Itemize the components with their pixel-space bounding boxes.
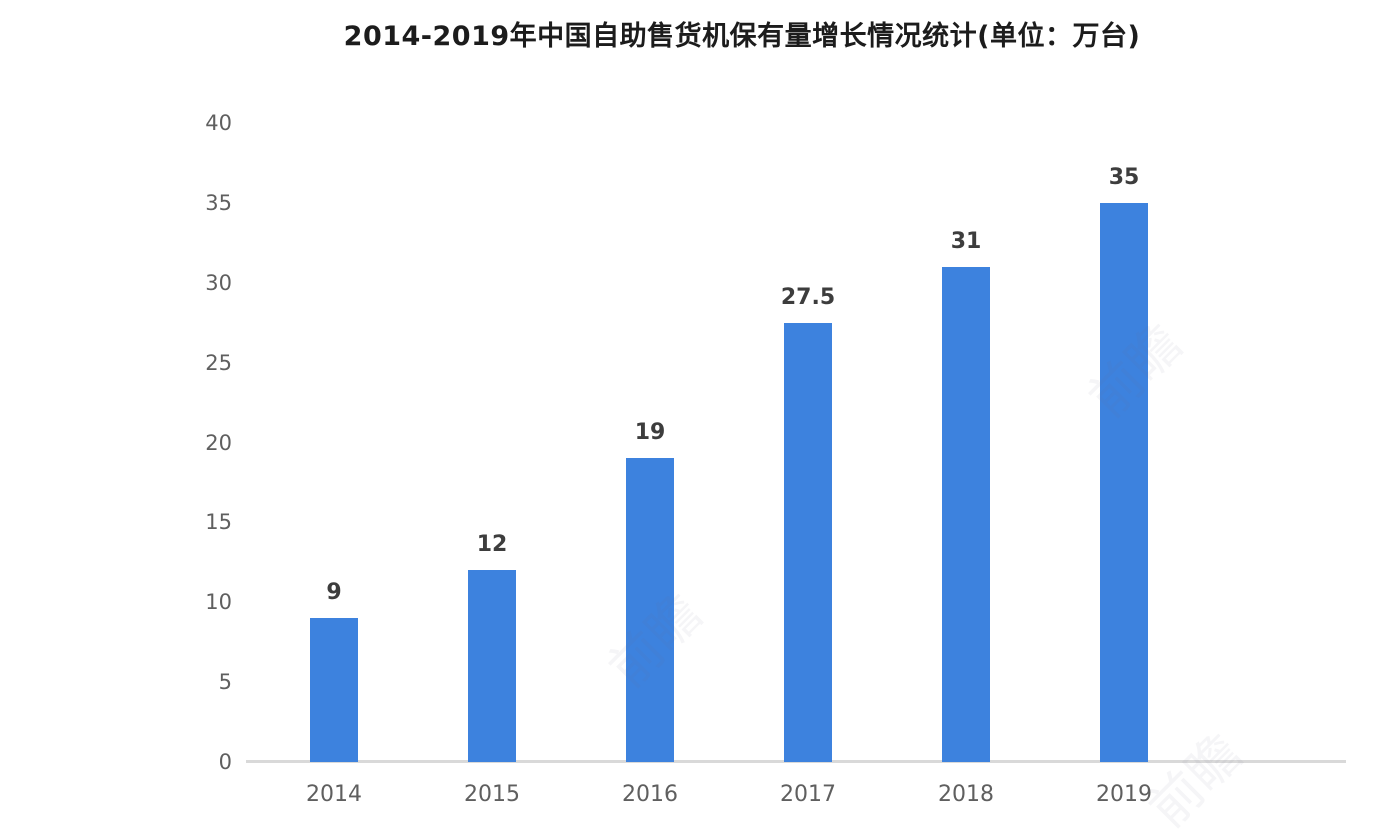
bar-2018 bbox=[942, 266, 990, 762]
bar-value-label-2018: 31 bbox=[950, 228, 982, 254]
bar-value-label-2014: 9 bbox=[326, 580, 342, 606]
x-tick-label-2015: 2015 bbox=[464, 782, 520, 807]
y-tick-label-40: 40 bbox=[205, 111, 232, 135]
bar-2017 bbox=[784, 322, 832, 762]
y-tick-label-25: 25 bbox=[205, 350, 232, 375]
bar-2015 bbox=[468, 570, 516, 762]
x-tick-label-2018: 2018 bbox=[938, 782, 994, 807]
bar-2016 bbox=[626, 458, 674, 762]
x-tick-label-2016: 2016 bbox=[622, 782, 678, 807]
y-tick-label-0: 0 bbox=[218, 750, 232, 774]
bar-value-label-2019: 35 bbox=[1108, 164, 1140, 190]
y-tick-label-5: 5 bbox=[218, 670, 232, 695]
y-tick-label-30: 30 bbox=[205, 270, 232, 295]
y-tick-label-35: 35 bbox=[205, 190, 232, 215]
x-tick-label-2014: 2014 bbox=[306, 782, 362, 807]
y-tick-label-15: 15 bbox=[205, 510, 232, 535]
y-tick-label-10: 10 bbox=[205, 590, 232, 615]
x-tick-label-2017: 2017 bbox=[780, 782, 836, 807]
bar-value-label-2016: 19 bbox=[634, 420, 666, 446]
x-tick-label-2019: 2019 bbox=[1096, 782, 1152, 807]
chart-title: 2014-2019年中国自助售货机保有量增长情况统计(单位：万台) bbox=[343, 21, 1141, 52]
y-tick-label-20: 20 bbox=[205, 430, 232, 455]
bar-2014 bbox=[310, 618, 358, 762]
bar-2019 bbox=[1100, 202, 1148, 762]
bar-value-label-2017: 27.5 bbox=[780, 284, 836, 310]
bar-value-label-2015: 12 bbox=[476, 532, 508, 558]
